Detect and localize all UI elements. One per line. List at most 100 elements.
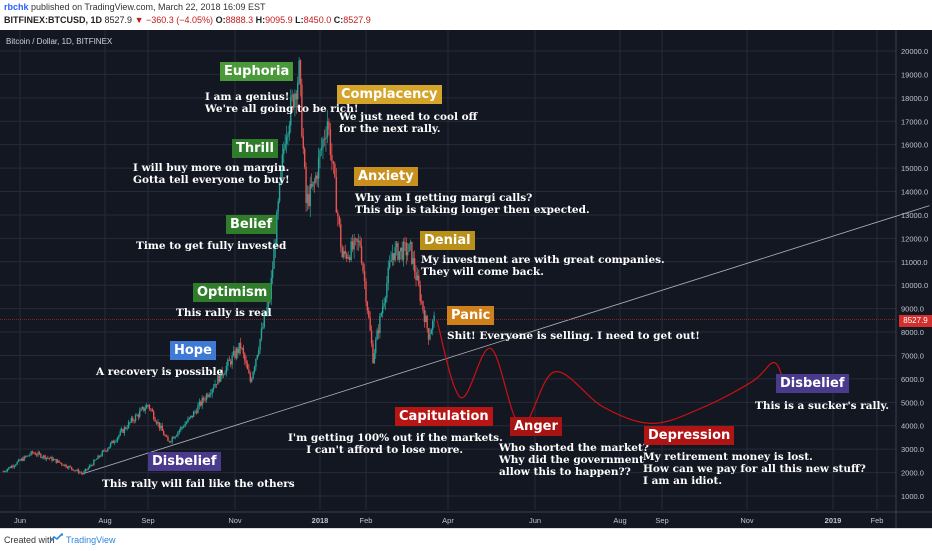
low-value: 8450.0 [303,15,332,25]
candle-body [372,343,374,364]
stage-label-thrill: Thrill [232,139,278,158]
candle-body [332,161,335,164]
candle-body [326,121,329,138]
candle-body [365,281,367,302]
x-tick-label: Feb [360,516,373,525]
candle-body [12,465,14,467]
candle-body [369,317,371,331]
candle-body [16,461,18,465]
candle-body [239,342,242,349]
candle-body [295,93,298,100]
candle-body [221,369,223,376]
candle-body [79,472,81,474]
candle-body [63,464,66,466]
candle-body [141,407,144,409]
chart-panel[interactable]: 20000.0 19000.0 18000.0 17000.0 16000.0 15000… [0,30,932,528]
candle-body [118,435,120,438]
price-chart[interactable]: 20000.0 19000.0 18000.0 17000.0 16000.0 15000… [0,30,932,528]
candle-body [366,301,369,311]
candle-body [328,121,330,130]
candle-body [49,457,52,459]
ohlc-line: BITFINEX:BTCUSD, 1D 8527.9 ▼ −360.3 (−4.… [4,15,371,25]
candle-body [423,310,426,322]
stage-text-panic: Shit! Everyone is selling. I need to get… [447,330,700,342]
candle-body [185,422,188,424]
candle-body [175,435,178,437]
candle-body [401,247,403,260]
candle-body [98,455,101,457]
candle-body [62,464,64,466]
candle-body [158,422,161,429]
candle-body [267,298,270,307]
candle-body [86,469,88,470]
candle-body [350,241,352,261]
candle-body [288,125,291,135]
candle-body [377,330,380,334]
candle-body [360,245,363,264]
candle-body [253,366,256,372]
candle-body [73,470,76,472]
candle-body [41,457,43,459]
candle-body [182,426,185,428]
candle-body [429,334,431,340]
stage-text-optimism: This rally is real [176,307,272,319]
candle-body [415,272,417,281]
author-link[interactable]: rbchk [4,2,29,12]
stage-text-belief: Time to get fully invested [136,240,287,252]
candle-body [397,243,399,260]
candle-body [94,459,96,461]
candle-body [72,468,74,471]
candle-body [194,411,196,413]
candle-body [140,408,142,411]
candle-body [278,183,281,202]
candle-body [312,181,314,187]
candle-body [323,139,326,140]
tradingview-brand[interactable]: TradingView [66,535,116,545]
candle-body [153,411,155,420]
candle-body [104,450,106,452]
candle-body [395,243,398,248]
candle-body [255,358,257,367]
candle-body [353,238,355,250]
candle-body [257,350,260,355]
candle-body [204,399,206,401]
candle-body [264,315,267,317]
x-tick-label: 2019 [825,516,842,525]
candle-body [151,409,153,412]
candle-body [82,473,84,475]
candle-body [274,245,277,249]
candle-body [334,163,336,178]
candle-body [157,422,159,424]
candle-body [391,253,394,260]
price-tag: 8527.9 [899,315,932,327]
candle-body [210,393,212,395]
candle-body [291,94,293,98]
candle-body [93,460,95,466]
candle-body [127,422,130,428]
candle-body [123,427,126,433]
candle-body [54,459,56,460]
candle-body [227,359,229,366]
candle-body [162,430,165,436]
candle-body [125,427,127,429]
candle-body [242,348,245,354]
y-tick-label: 3000.0 [901,445,924,454]
candle-body [126,427,128,429]
candle-body [9,467,11,469]
candle-body [228,359,230,361]
x-tick-label: Aug [98,516,111,525]
publish-info: rbchk published on TradingView.com, Marc… [4,2,266,12]
created-with: Created with [4,535,55,545]
projection-line [436,320,785,427]
y-tick-label: 16000.0 [901,141,928,150]
candle-body [69,466,71,467]
candle-body [160,425,162,429]
candle-body [44,455,46,460]
candle-body [376,330,378,340]
stage-text-denial: My investment are with great companies. … [421,254,665,278]
y-tick-label: 18000.0 [901,94,928,103]
candle-body [256,354,258,359]
candle-body [280,170,282,184]
stage-text-thrill: I will buy more on margin. Gotta tell ev… [133,162,290,186]
candle-body [198,401,201,406]
